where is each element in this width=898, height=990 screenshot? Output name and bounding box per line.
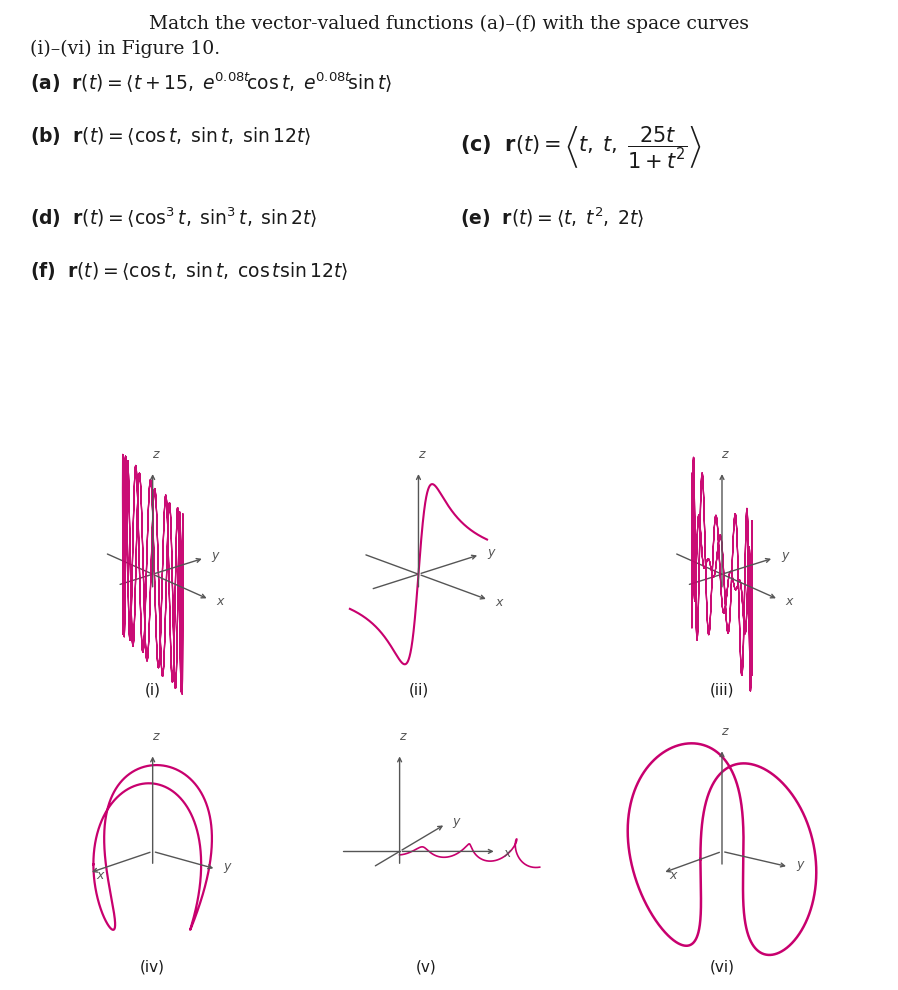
- Text: x: x: [670, 869, 677, 882]
- Text: z: z: [152, 447, 159, 461]
- Text: (iii): (iii): [709, 683, 735, 698]
- Text: x: x: [786, 596, 793, 609]
- Text: x: x: [216, 596, 224, 609]
- Text: z: z: [721, 447, 728, 461]
- Text: z: z: [399, 731, 406, 743]
- Text: (i)–(vi) in Figure 10.: (i)–(vi) in Figure 10.: [30, 40, 220, 58]
- Text: y: y: [224, 860, 231, 873]
- Text: y: y: [453, 815, 460, 828]
- Text: (i): (i): [145, 683, 161, 698]
- Text: $\mathbf{(c)}$  $\mathbf{r}(t) = \left\langle t,\; t,\; \dfrac{25t}{1+t^2}\right: $\mathbf{(c)}$ $\mathbf{r}(t) = \left\la…: [460, 125, 701, 171]
- Text: $\mathbf{(a)}$  $\mathbf{r}(t) = \langle t + 15,\; e^{0.08t}\!\cos t,\; e^{0.08t: $\mathbf{(a)}$ $\mathbf{r}(t) = \langle …: [30, 70, 392, 95]
- Text: $\mathbf{(e)}$  $\mathbf{r}(t) = \langle t,\; t^2,\; 2t\rangle$: $\mathbf{(e)}$ $\mathbf{r}(t) = \langle …: [460, 205, 645, 230]
- Text: $\mathbf{(b)}$  $\mathbf{r}(t) = \langle \cos t,\; \sin t,\; \sin 12t\rangle$: $\mathbf{(b)}$ $\mathbf{r}(t) = \langle …: [30, 125, 312, 148]
- Text: x: x: [496, 596, 503, 609]
- Text: x: x: [504, 847, 511, 860]
- Text: $\mathbf{(f)}$  $\mathbf{r}(t) = \langle \cos t,\; \sin t,\; \cos t\sin 12t\rang: $\mathbf{(f)}$ $\mathbf{r}(t) = \langle …: [30, 260, 348, 282]
- Text: z: z: [721, 725, 728, 739]
- Text: y: y: [796, 857, 804, 871]
- Text: y: y: [212, 548, 219, 562]
- Text: (v): (v): [416, 960, 437, 975]
- Text: y: y: [781, 548, 788, 562]
- Text: z: z: [152, 731, 159, 743]
- Text: y: y: [487, 545, 495, 558]
- Text: (ii): (ii): [409, 683, 428, 698]
- Text: (iv): (iv): [140, 960, 165, 975]
- Text: Match the vector-valued functions (a)–(f) with the space curves: Match the vector-valued functions (a)–(f…: [149, 15, 749, 34]
- Text: $\mathbf{(d)}$  $\mathbf{r}(t) = \langle \cos^3 t,\; \sin^3 t,\; \sin 2t\rangle$: $\mathbf{(d)}$ $\mathbf{r}(t) = \langle …: [30, 205, 318, 230]
- Text: (vi): (vi): [709, 960, 735, 975]
- Text: x: x: [96, 869, 103, 882]
- Text: z: z: [418, 447, 425, 461]
